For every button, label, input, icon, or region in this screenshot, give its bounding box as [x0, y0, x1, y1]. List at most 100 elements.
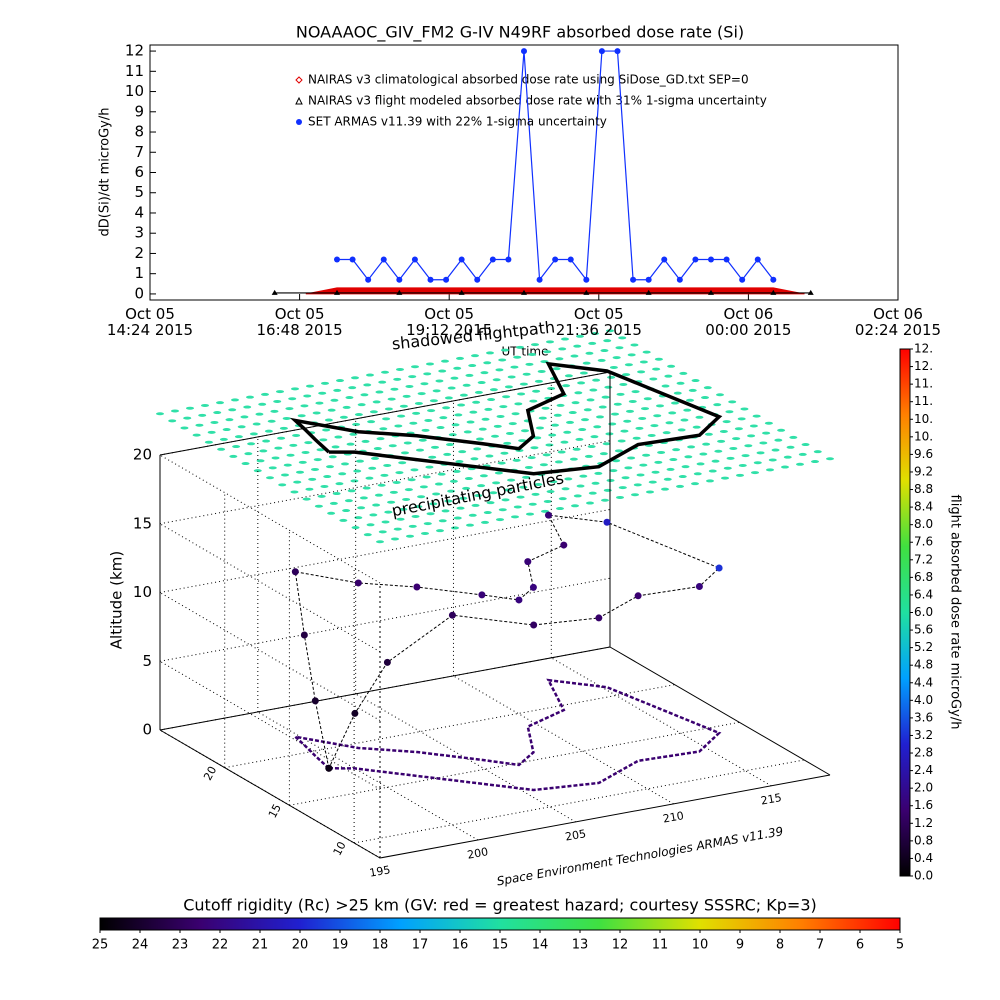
particle — [578, 428, 587, 432]
colorbar-tick-label: 13 — [572, 938, 589, 953]
particle — [500, 451, 509, 455]
particle — [762, 431, 771, 435]
particle — [213, 411, 222, 415]
particle — [324, 418, 333, 422]
grid-line — [354, 759, 805, 844]
particle — [708, 469, 717, 473]
particle — [459, 496, 468, 500]
particle — [534, 482, 543, 486]
particle — [534, 379, 543, 383]
colorbar-tick-label: 3.6 — [914, 710, 933, 724]
point — [380, 256, 387, 263]
particle — [576, 484, 585, 488]
particle — [495, 368, 504, 372]
point — [458, 256, 465, 263]
particle — [451, 526, 459, 530]
particle — [588, 341, 597, 345]
particle — [542, 453, 551, 457]
particle — [680, 418, 689, 422]
particle — [611, 412, 619, 416]
particle — [716, 393, 724, 397]
particle — [417, 495, 426, 499]
particle — [729, 446, 738, 450]
particle — [687, 445, 696, 449]
particle — [441, 509, 450, 513]
particle — [556, 507, 564, 511]
particle — [444, 499, 453, 503]
particle — [811, 460, 819, 464]
particle — [752, 414, 761, 418]
particle — [601, 498, 609, 502]
particle — [288, 397, 297, 401]
particle — [423, 522, 432, 526]
particle — [560, 440, 569, 444]
particle — [186, 406, 194, 410]
particle — [545, 443, 554, 447]
particle — [551, 423, 559, 427]
particle — [612, 356, 621, 360]
particle — [489, 388, 498, 392]
point — [505, 256, 512, 263]
particle — [530, 446, 539, 450]
particle — [569, 457, 578, 461]
particle — [486, 501, 495, 505]
flight-point — [595, 614, 603, 622]
particle — [423, 372, 432, 376]
particle — [485, 454, 494, 458]
particle — [686, 398, 694, 402]
colorbar-tick-label: 23 — [172, 938, 189, 953]
particle — [624, 466, 633, 470]
point — [427, 276, 434, 283]
particle — [789, 435, 798, 439]
grid-line — [551, 657, 772, 787]
particle — [616, 392, 625, 396]
particle — [466, 523, 474, 527]
colorbar-tick-label: 11 — [652, 938, 669, 953]
particle — [498, 508, 507, 512]
particle — [290, 490, 299, 494]
colorbar-tick-label: 2.8 — [914, 746, 933, 760]
particle — [393, 377, 402, 381]
particle — [713, 403, 722, 407]
point — [489, 256, 496, 263]
particle — [517, 392, 526, 396]
colorbar-tick-label: 0.4 — [914, 851, 933, 865]
particle — [683, 408, 692, 412]
particle — [458, 450, 467, 454]
particle — [633, 483, 642, 487]
particle — [319, 438, 328, 442]
particle — [231, 398, 239, 402]
particle — [281, 473, 289, 477]
particle — [597, 358, 606, 362]
particle — [414, 505, 423, 509]
particle — [665, 421, 674, 425]
y-tick-label: 10 — [331, 839, 349, 857]
particle — [429, 502, 438, 506]
point — [661, 256, 668, 263]
particle — [646, 490, 654, 494]
particle — [420, 382, 429, 386]
particle — [581, 418, 589, 422]
particle — [384, 510, 393, 514]
particle — [453, 366, 462, 370]
particle — [562, 384, 571, 388]
flight-point — [383, 658, 391, 666]
x-tick-label: 195 — [368, 863, 391, 879]
particle — [462, 486, 471, 490]
particle — [706, 479, 714, 483]
flight-point — [695, 582, 703, 590]
particle — [657, 450, 666, 454]
particle — [626, 409, 634, 413]
colorbar-tick-label: 21 — [252, 938, 269, 953]
particle — [514, 402, 523, 406]
particle — [276, 390, 284, 394]
particle — [777, 428, 786, 432]
particle — [563, 430, 572, 434]
particle — [466, 420, 475, 424]
particle — [259, 449, 268, 453]
particle — [486, 351, 494, 355]
particle — [593, 425, 602, 429]
particle — [624, 363, 633, 367]
particle — [432, 492, 441, 496]
y-tick-label: 10 — [125, 82, 144, 100]
